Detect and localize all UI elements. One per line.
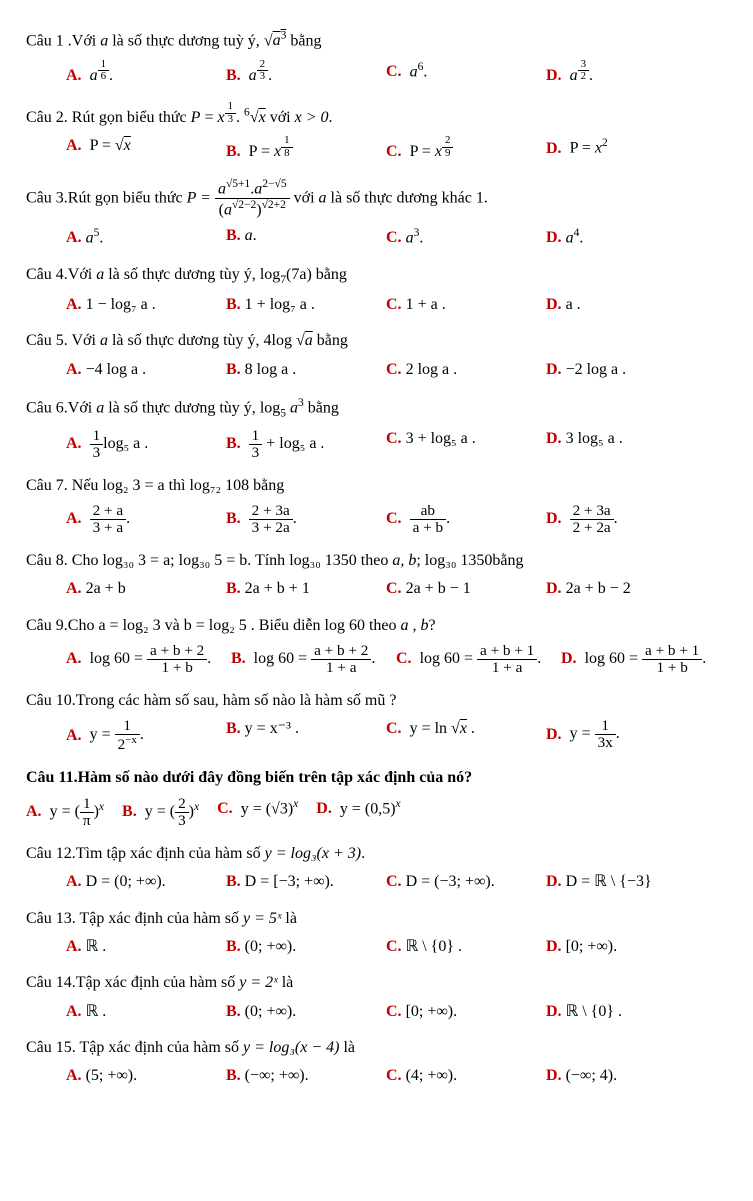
q10-opt-d: D. y = 13x. <box>546 718 706 753</box>
q5-stem: Câu 5. Với a là số thực dương tùy ý, 4lo… <box>26 330 727 352</box>
q9-opt-d: D. log 60 = a + b + 11 + b. <box>561 643 726 676</box>
q9-stem: Câu 9.Cho a = log₂ 3 và b = log₂ 5 . Biể… <box>26 615 727 637</box>
q12-stem: Câu 12.Tìm tập xác định của hàm số y = l… <box>26 843 727 865</box>
q4-options: A.1 − log₇ a . B.1 + log₇ a . C.1 + a . … <box>66 294 727 320</box>
q10-opt-a: A. y = 12−x. <box>66 718 226 753</box>
q9-opt-a: A. log 60 = a + b + 21 + b. <box>66 643 231 676</box>
q15-stem: Câu 15. Tập xác định của hàm số y = log₃… <box>26 1037 727 1059</box>
q8-stem: Câu 8. Cho log₃₀ 3 = a; log₃₀ 5 = b. Tín… <box>26 550 727 572</box>
q9-options: A. log 60 = a + b + 21 + b. B. log 60 = … <box>66 643 727 680</box>
q6-opt-a: A. 13log₅ a . <box>66 428 226 461</box>
q5-opt-c: C.2 log a . <box>386 359 546 381</box>
q2-stem: Câu 2. Rút gọn biểu thức P = x13. 6√x vớ… <box>26 101 727 129</box>
q5-options: A.−4 log a . B.8 log a . C.2 log a . D.−… <box>66 359 727 385</box>
q13-options: A.ℝ . B.(0; +∞). C.ℝ \ {0} . D.[0; +∞). <box>66 936 727 962</box>
q8-opt-d: D.2a + b − 2 <box>546 578 706 600</box>
q14-opt-b: B.(0; +∞). <box>226 1001 386 1023</box>
q12-options: A.D = (0; +∞). B.D = [−3; +∞). C.D = (−3… <box>66 871 727 897</box>
q12-opt-b: B.D = [−3; +∞). <box>226 871 386 893</box>
q6-opt-d: D.3 log₅ a . <box>546 428 706 461</box>
q13-stem: Câu 13. Tập xác định của hàm số y = 5ˣ l… <box>26 908 727 930</box>
q15-opt-c: C.(4; +∞). <box>386 1065 546 1087</box>
q3-opt-d: D.a4. <box>546 225 706 250</box>
q1-opt-b: B. a23. <box>226 59 386 87</box>
q10-opt-c: C. y = ln √x . <box>386 718 546 753</box>
q3-opt-b: B.a. <box>226 225 386 250</box>
q7-opt-d: D. 2 + 3a2 + 2a. <box>546 503 706 536</box>
q2-opt-a: A. P = √x <box>66 135 226 163</box>
q2-opt-b: B. P = x18 <box>226 135 386 163</box>
q5-opt-b: B.8 log a . <box>226 359 386 381</box>
q14-options: A.ℝ . B.(0; +∞). C.[0; +∞). D.ℝ \ {0} . <box>66 1001 727 1027</box>
q12-opt-a: A.D = (0; +∞). <box>66 871 226 893</box>
q11-opt-b: B. y = (23)x <box>122 796 199 829</box>
q4-opt-d: D.a . <box>546 294 706 316</box>
q3-opt-c: C.a3. <box>386 225 546 250</box>
q14-opt-c: C.[0; +∞). <box>386 1001 546 1023</box>
q15-options: A.(5; +∞). B.(−∞; +∞). C.(4; +∞). D.(−∞;… <box>66 1065 727 1091</box>
q4-opt-b: B.1 + log₇ a . <box>226 294 386 316</box>
q7-opt-c: C. aba + b. <box>386 503 546 536</box>
q15-opt-b: B.(−∞; +∞). <box>226 1065 386 1087</box>
q15-opt-a: A.(5; +∞). <box>66 1065 226 1087</box>
q6-opt-b: B. 13 + log₅ a . <box>226 428 386 461</box>
q15-opt-d: D.(−∞; 4). <box>546 1065 706 1087</box>
q1-stem: Câu 1 .Với a là số thực dương tuỳ ý, √a3… <box>26 28 727 53</box>
q12-opt-d: D.D = ℝ \ {−3} <box>546 871 706 893</box>
q5-opt-d: D.−2 log a . <box>546 359 706 381</box>
q1-options: A. a16. B. a23. C. a6. D. a32. <box>66 59 727 91</box>
q2-opt-d: D. P = x2 <box>546 135 706 163</box>
q6-options: A. 13log₅ a . B. 13 + log₅ a . C.3 + log… <box>66 428 727 465</box>
q11-opt-d: D. y = (0,5)x <box>316 796 400 829</box>
q2-options: A. P = √x B. P = x18 C. P = x29 D. P = x… <box>66 135 727 167</box>
q10-options: A. y = 12−x. B.y = x⁻³ . C. y = ln √x . … <box>66 718 727 757</box>
q12-opt-c: C.D = (−3; +∞). <box>386 871 546 893</box>
q1-opt-c: C. a6. <box>386 59 546 87</box>
q3-options: A.a5. B.a. C.a3. D.a4. <box>66 225 727 254</box>
q1-opt-d: D. a32. <box>546 59 706 87</box>
q5-opt-a: A.−4 log a . <box>66 359 226 381</box>
q7-opt-b: B. 2 + 3a3 + 2a. <box>226 503 386 536</box>
q9-opt-b: B. log 60 = a + b + 21 + a. <box>231 643 396 676</box>
q3-opt-a: A.a5. <box>66 225 226 250</box>
q4-opt-a: A.1 − log₇ a . <box>66 294 226 316</box>
q14-opt-a: A.ℝ . <box>66 1001 226 1023</box>
q8-opt-b: B.2a + b + 1 <box>226 578 386 600</box>
q8-opt-c: C.2a + b − 1 <box>386 578 546 600</box>
q6-stem: Câu 6.Với a là số thực dương tùy ý, log5… <box>26 395 727 422</box>
q11-options: A. y = (1π)x B. y = (23)x C. y = (√3)x D… <box>26 796 727 833</box>
q13-opt-a: A.ℝ . <box>66 936 226 958</box>
q8-options: A.2a + b B.2a + b + 1 C.2a + b − 1 D.2a … <box>66 578 727 604</box>
q9-opt-c: C. log 60 = a + b + 11 + a. <box>396 643 561 676</box>
q13-opt-c: C.ℝ \ {0} . <box>386 936 546 958</box>
q4-opt-c: C.1 + a . <box>386 294 546 316</box>
q14-opt-d: D.ℝ \ {0} . <box>546 1001 706 1023</box>
q11-stem: Câu 11.Hàm số nào dưới đây đồng biến trê… <box>26 767 727 789</box>
q11-opt-c: C. y = (√3)x <box>217 796 298 829</box>
q8-opt-a: A.2a + b <box>66 578 226 600</box>
q4-stem: Câu 4.Với a là số thực dương tùy ý, log7… <box>26 264 727 288</box>
q13-opt-b: B.(0; +∞). <box>226 936 386 958</box>
q10-stem: Câu 10.Trong các hàm số sau, hàm số nào … <box>26 690 727 712</box>
q13-opt-d: D.[0; +∞). <box>546 936 706 958</box>
q1-opt-a: A. a16. <box>66 59 226 87</box>
q7-opt-a: A. 2 + a3 + a. <box>66 503 226 536</box>
q6-opt-c: C.3 + log₅ a . <box>386 428 546 461</box>
q10-opt-b: B.y = x⁻³ . <box>226 718 386 753</box>
q7-options: A. 2 + a3 + a. B. 2 + 3a3 + 2a. C. aba +… <box>66 503 727 540</box>
q3-stem: Câu 3.Rút gọn biểu thức P = a√5+1.a2−√5 … <box>26 178 727 219</box>
q11-opt-a: A. y = (1π)x <box>26 796 104 829</box>
q14-stem: Câu 14.Tập xác định của hàm số y = 2ˣ là <box>26 972 727 994</box>
q2-opt-c: C. P = x29 <box>386 135 546 163</box>
q7-stem: Câu 7. Nếu log₂ 3 = a thì log₇₂ 108 bằng <box>26 475 727 497</box>
